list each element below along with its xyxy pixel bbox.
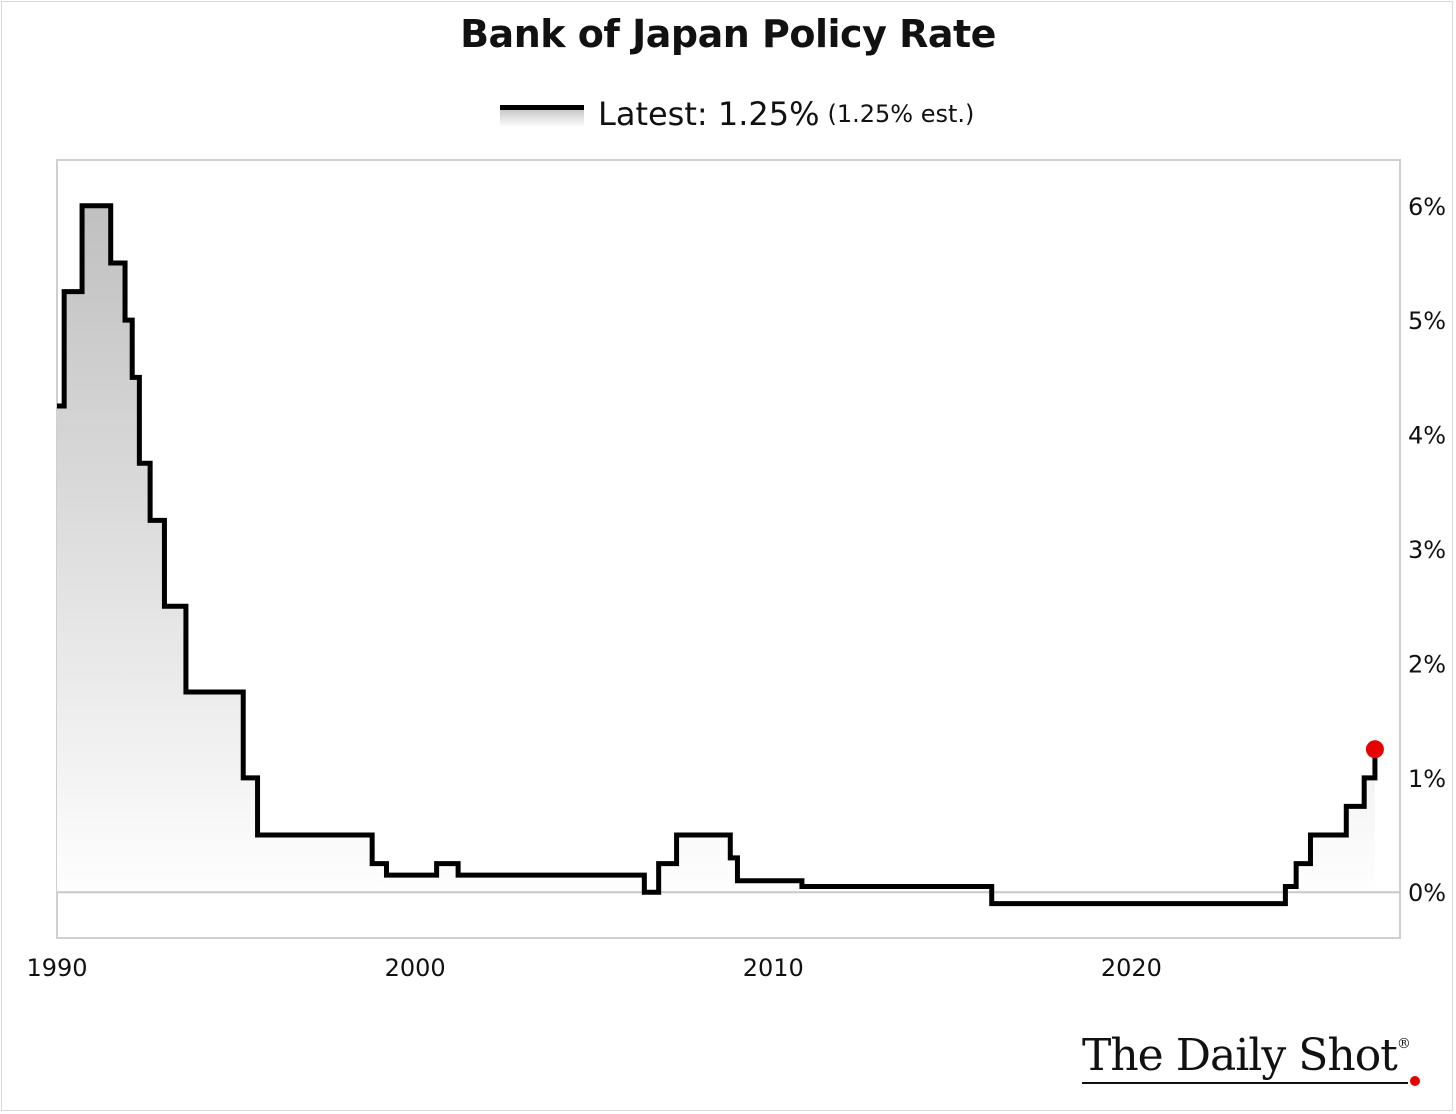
x-tick-label: 2010	[743, 954, 804, 982]
brand-logo: The Daily Shot®	[1082, 1030, 1411, 1081]
x-tick-label: 2000	[385, 954, 446, 982]
series-line-0	[57, 203, 1378, 907]
y-tick-label: 4%	[1408, 422, 1446, 450]
brand-dot	[1410, 1076, 1420, 1086]
brand-underline	[1082, 1082, 1408, 1084]
x-tick-label: 1990	[26, 954, 87, 982]
legend-label: Latest: 1.25%	[598, 95, 820, 133]
legend-note: (1.25% est.)	[827, 100, 975, 128]
x-tick-label: 2020	[1101, 954, 1162, 982]
latest-point	[1365, 740, 1384, 759]
y-tick-label: 2%	[1408, 650, 1446, 678]
y-tick-label: 3%	[1408, 536, 1446, 564]
chart-title: Bank of Japan Policy Rate	[460, 12, 996, 56]
y-tick-label: 0%	[1408, 879, 1446, 907]
y-tick-label: 6%	[1408, 193, 1446, 221]
legend: Latest: 1.25% (1.25% est.)	[500, 92, 974, 136]
y-tick-label: 5%	[1408, 307, 1446, 335]
series-area-0	[57, 205, 1375, 904]
y-tick-label: 1%	[1408, 765, 1446, 793]
legend-swatch	[500, 101, 584, 127]
